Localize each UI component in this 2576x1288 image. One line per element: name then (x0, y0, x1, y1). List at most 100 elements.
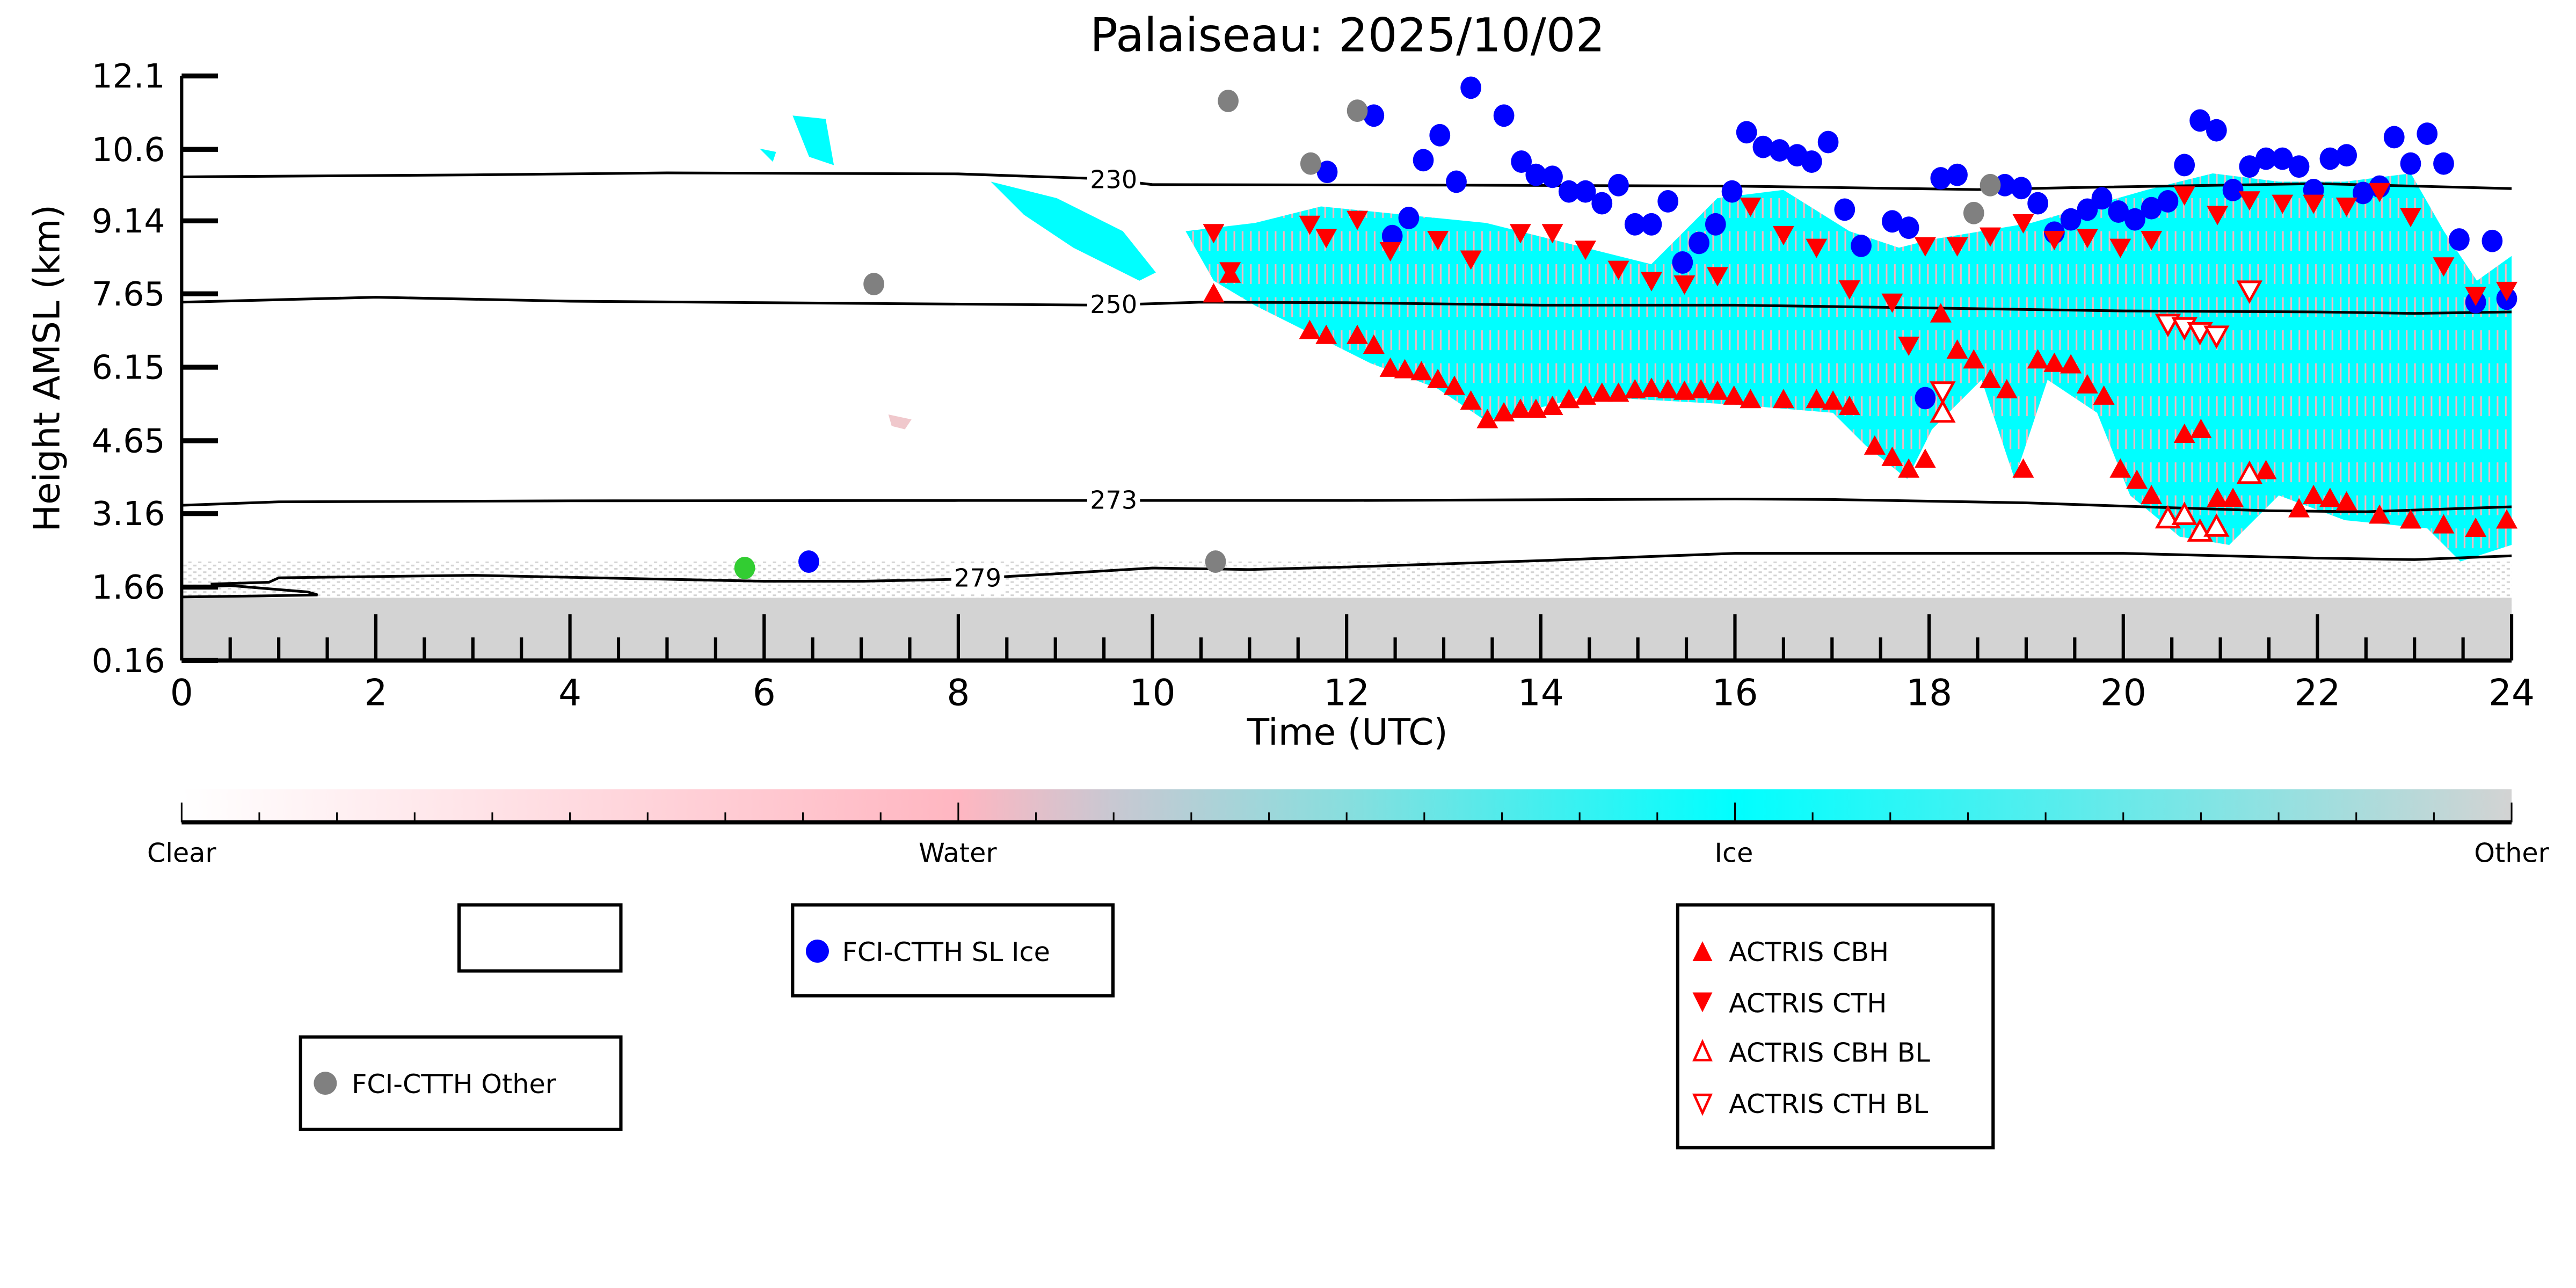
actris-cbh-point (2093, 385, 2115, 405)
actris-cbh-point (1657, 379, 1679, 398)
actris-cth-point (1460, 250, 1482, 270)
x-ticks: 0 2 4 6 8 10 12 14 16 18 20 22 24 (170, 614, 2535, 714)
fci-ctth-sl-ice-point (798, 550, 819, 573)
actris-cbh-point (1591, 382, 1613, 402)
fci-ctth-other-point (863, 273, 884, 295)
actris-cbh-point (2109, 458, 2131, 478)
colorbar-label-ice: Ice (1715, 837, 1753, 868)
fci-ctth-sl-ice-point (2239, 155, 2260, 178)
contour-label: 230 (1090, 165, 1137, 194)
actris-cth-point (1509, 224, 1531, 244)
x-tick-label: 22 (2294, 671, 2340, 714)
fci-ctth-sl-ice-point (1493, 104, 1515, 127)
fci-ctth-sl-ice-point (1316, 161, 1338, 184)
y-tick-label: 4.65 (92, 421, 165, 460)
unlabeled-point (734, 556, 755, 579)
colorbar-ticks (180, 802, 2513, 823)
actris-cth-point (1347, 210, 1369, 230)
actris-cth-point (2465, 287, 2487, 306)
actris-cth-point (2207, 206, 2229, 225)
legend-label-cth: ACTRIS CTH (1729, 987, 1887, 1018)
x-tick-label: 14 (1518, 671, 1564, 714)
fci-ctth-sl-ice-point (1591, 192, 1613, 215)
actris-cbh-point (1898, 458, 1920, 478)
actris-cbh-point (1460, 390, 1482, 410)
actris-cbh-point (1772, 389, 1794, 409)
y-tick-label: 3.16 (92, 494, 165, 533)
legend-label-cbh: ACTRIS CBH (1729, 936, 1889, 967)
actris-cbh-point (1822, 390, 1844, 410)
x-tick-label: 18 (1906, 671, 1952, 714)
actris-cbh-point (1394, 359, 1416, 379)
fci-ctth-sl-ice-point (1994, 173, 2015, 197)
actris-cbh-point (1443, 375, 1465, 395)
actris-cth-point (1980, 227, 2002, 247)
fci-ctth-sl-ice-point (1898, 216, 1919, 239)
fci-ctth-sl-ice-point (2255, 147, 2276, 170)
colorbar-label-clear: Clear (147, 837, 216, 868)
actris-cth-point (2109, 238, 2131, 258)
actris-cbh-point (2433, 514, 2455, 534)
open-triangle-up-icon (1692, 1039, 1713, 1061)
legend-label-other: FCI-CTTH Other (352, 1068, 557, 1100)
fci-ctth-sl-ice-point (1525, 163, 1547, 186)
chart-title: Palaiseau: 2025/10/02 (1090, 9, 1605, 62)
fci-ctth-sl-ice-point (1689, 231, 1709, 254)
actris-cth-point (1219, 262, 1241, 282)
actris-cbh-point (1315, 324, 1337, 344)
actris-cbh-point (1363, 334, 1385, 354)
legend-sl-ice: FCI-CTTH SL Ice (791, 903, 1115, 998)
fci-ctth-sl-ice-point (1446, 170, 1467, 193)
fci-ctth-other-point (1963, 201, 1984, 224)
actris-cbh-point (1493, 402, 1515, 421)
data-markers (734, 76, 2518, 579)
actris-cbh-point (1607, 382, 1629, 402)
legend-label-cbh-bl: ACTRIS CBH BL (1729, 1037, 1930, 1068)
x-tick-label: 16 (1712, 671, 1758, 714)
actris-cbh-point (1946, 339, 1968, 359)
legend-actris: ACTRIS CBH ACTRIS CTH ACTRIS CBH BL ACTR… (1676, 903, 1995, 1149)
fci-ctth-sl-ice-point (2319, 147, 2341, 170)
actris-cth-point (1706, 267, 1728, 287)
actris-cth-point (2173, 186, 2195, 206)
fci-ctth-sl-ice-point (1705, 213, 1726, 236)
actris-cth-point (1772, 225, 1794, 245)
actris-cbh-bl-point (2171, 501, 2197, 525)
actris-cbh-point (2141, 484, 2163, 504)
actris-cbh-point (1347, 324, 1369, 344)
fci-ctth-sl-ice-point (1641, 213, 1662, 236)
fci-ctth-other-point (1980, 173, 2001, 197)
fci-ctth-sl-ice-point (2433, 152, 2454, 175)
isotherm-250 (181, 296, 2512, 315)
actris-cbh-point (1864, 435, 1886, 455)
actris-cbh-point (1509, 398, 1531, 418)
actris-cth-point (2012, 214, 2034, 234)
fci-ctth-sl-ice-point (2417, 122, 2438, 145)
contour-label-bg (951, 563, 1005, 593)
actris-cth-point (2369, 183, 2391, 202)
fci-ctth-sl-ice-point (1882, 210, 1903, 233)
fci-ctth-sl-ice-point (2272, 147, 2293, 170)
actris-cbh-point (2190, 418, 2212, 438)
actris-cbh-point (1427, 368, 1449, 388)
filled-triangle-up-icon (1692, 941, 1713, 962)
water-patch (888, 414, 912, 430)
fci-ctth-sl-ice-point (2141, 197, 2162, 220)
fci-ctth-sl-ice-point (1511, 150, 1532, 173)
actris-cth-point (2043, 231, 2065, 251)
actris-cbh-point (1558, 389, 1580, 409)
x-tick-label: 0 (170, 671, 193, 714)
actris-cbh-bl-point (2203, 513, 2230, 537)
actris-cth-point (1806, 238, 1828, 258)
fci-ctth-sl-ice-point (1736, 121, 1757, 144)
actris-cbh-point (2400, 509, 2421, 529)
filled-triangle-down-icon (1692, 992, 1713, 1013)
fci-ctth-sl-ice-point (2336, 144, 2357, 167)
contour-label: 250 (1090, 290, 1137, 319)
fci-ctth-sl-ice-point (1834, 198, 1855, 221)
actris-cbh-point (1706, 380, 1728, 400)
fci-ctth-sl-ice-point (2449, 228, 2470, 251)
fci-ctth-sl-ice-point (1624, 213, 1646, 236)
fci-ctth-sl-ice-point (1817, 130, 1839, 154)
isotherm-273 (181, 497, 2512, 513)
